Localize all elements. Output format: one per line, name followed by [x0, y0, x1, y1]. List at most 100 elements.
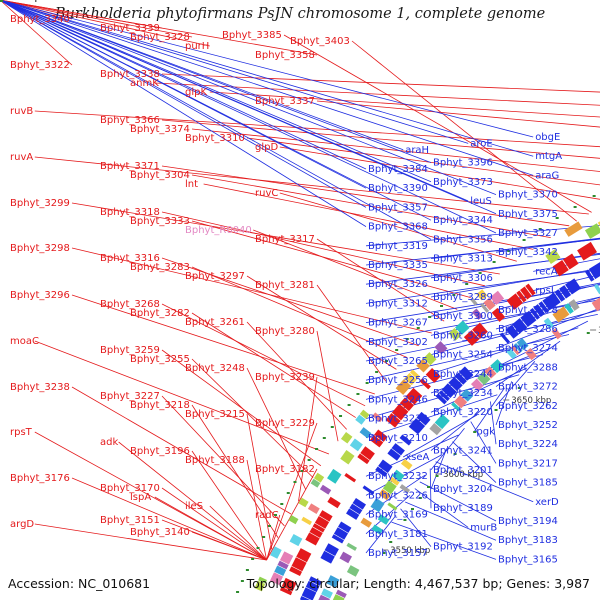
left-gene-label: lspA [130, 492, 151, 503]
left-gene-label: Bphyt_3340 [10, 14, 70, 25]
left-gene-label: Bphyt_3280 [255, 326, 315, 337]
cog-feature [349, 438, 363, 452]
left-gene-label: Bphyt_3322 [10, 60, 70, 71]
left-gene-label: Bphyt_3296 [10, 290, 70, 301]
left-gene-label: Bphyt_3261 [185, 317, 245, 328]
gc-mark [240, 580, 244, 582]
cog-feature [377, 514, 390, 525]
gc-mark [403, 519, 407, 521]
right-gene-label: Bphyt_3327 [498, 228, 558, 239]
right-gene-label: Bphyt_3390 [368, 183, 428, 194]
right-connector [430, 327, 579, 375]
gc-mark [256, 547, 260, 549]
right-connector [365, 515, 397, 554]
gc-mark [427, 486, 431, 488]
left-gene-label: Bphyt_3298 [10, 243, 70, 254]
cog-feature [416, 358, 430, 373]
right-connector [391, 521, 497, 560]
right-gene-label: Bphyt_3262 [498, 401, 558, 412]
cog-feature [513, 343, 523, 353]
right-gene-label: Bphyt_3370 [498, 190, 558, 201]
left-gene-label: Bphyt_3374 [130, 124, 190, 135]
left-connector [351, 40, 577, 222]
cog-feature [448, 328, 462, 341]
forward-gene [491, 307, 506, 322]
right-gene-label: leuS [470, 196, 492, 207]
left-connector [316, 284, 387, 382]
forward-gene [520, 286, 532, 300]
left-gene-label: Bphyt_3304 [130, 170, 190, 181]
right-connector [365, 269, 600, 304]
cog-feature [359, 409, 370, 420]
left-gene-label: Bphyt_3196 [130, 446, 190, 457]
gc-mark [473, 431, 477, 433]
forward-gene [360, 446, 375, 461]
gc-mark [330, 426, 334, 428]
gc-mark [300, 470, 304, 472]
right-connector [430, 267, 600, 298]
right-connector [429, 468, 432, 509]
right-gene-label: Bphyt_3232 [368, 471, 428, 482]
left-connector [161, 211, 486, 287]
left-gene-label: Bphyt_3255 [130, 354, 190, 365]
right-connector [430, 428, 465, 471]
cog-feature [307, 503, 320, 514]
cog-feature [484, 366, 497, 379]
cog-feature [434, 414, 450, 430]
reverse-gene [305, 580, 320, 593]
left-gene-label: Bphyt_3337 [255, 96, 315, 107]
cog-feature [318, 594, 330, 600]
reverse-gene [391, 443, 405, 456]
right-gene-label: rpsI [535, 286, 554, 297]
tick-label: 3900 kbp [0, 0, 40, 3]
right-gene-label: Bphyt_3233 [368, 414, 428, 425]
right-gene-label: Bphyt_3375 [498, 209, 558, 220]
left-connector [316, 238, 445, 322]
left-gene-label: Bphyt_3366 [100, 115, 160, 126]
tick-label: 3650 kbp [511, 396, 551, 406]
cog-feature [288, 515, 299, 525]
left-gene-label: argD [10, 519, 34, 530]
cog-feature [568, 299, 580, 311]
tick-label: 3800 kbp [0, 0, 40, 3]
right-connector [365, 394, 498, 439]
right-gene-labels: obgE aroE araH mtgA Bphyt_3396 Bphyt_3384 araG… [368, 132, 562, 565]
right-gene-label: Bphyt_3274 [498, 343, 558, 354]
right-connector [405, 501, 497, 541]
right-gene-label: Bphyt_3272 [498, 382, 558, 393]
gc-mark [262, 536, 266, 538]
right-connector [452, 441, 497, 483]
feature-tracks [254, 221, 600, 600]
left-connector [161, 165, 570, 227]
gc-mark [315, 448, 319, 450]
reverse-gene [542, 292, 561, 311]
cog-feature [460, 388, 474, 402]
gc-mark [517, 387, 521, 389]
right-connector [414, 488, 469, 528]
right-gene-label: Bphyt_3344 [433, 215, 493, 226]
gc-mark [365, 382, 369, 384]
right-gene-label: Bphyt_3373 [433, 177, 493, 188]
right-gene-label: Bphyt_3217 [498, 458, 558, 469]
forward-gene [279, 586, 293, 596]
forward-gene [374, 429, 388, 442]
left-gene-label: Bphyt_3339 [100, 23, 160, 34]
cog-feature [346, 542, 357, 551]
reverse-gene [588, 262, 600, 280]
cog-feature [399, 484, 411, 494]
forward-gene [281, 577, 297, 592]
right-connector [0, 0, 497, 215]
cog-feature [298, 497, 309, 508]
left-connector [34, 110, 600, 148]
cog-feature [543, 317, 555, 329]
cog-feature [313, 472, 325, 483]
right-gene-label: Bphyt_3226 [368, 490, 428, 501]
tick-label: 3600 kbp [443, 470, 483, 480]
reverse-gene [533, 304, 546, 318]
left-gene-label: Bphyt_3248 [185, 363, 245, 374]
forward-gene [399, 397, 414, 412]
tick-label: 3700 kbp [598, 326, 600, 336]
forward-gene [463, 330, 480, 346]
right-connector [430, 448, 448, 490]
